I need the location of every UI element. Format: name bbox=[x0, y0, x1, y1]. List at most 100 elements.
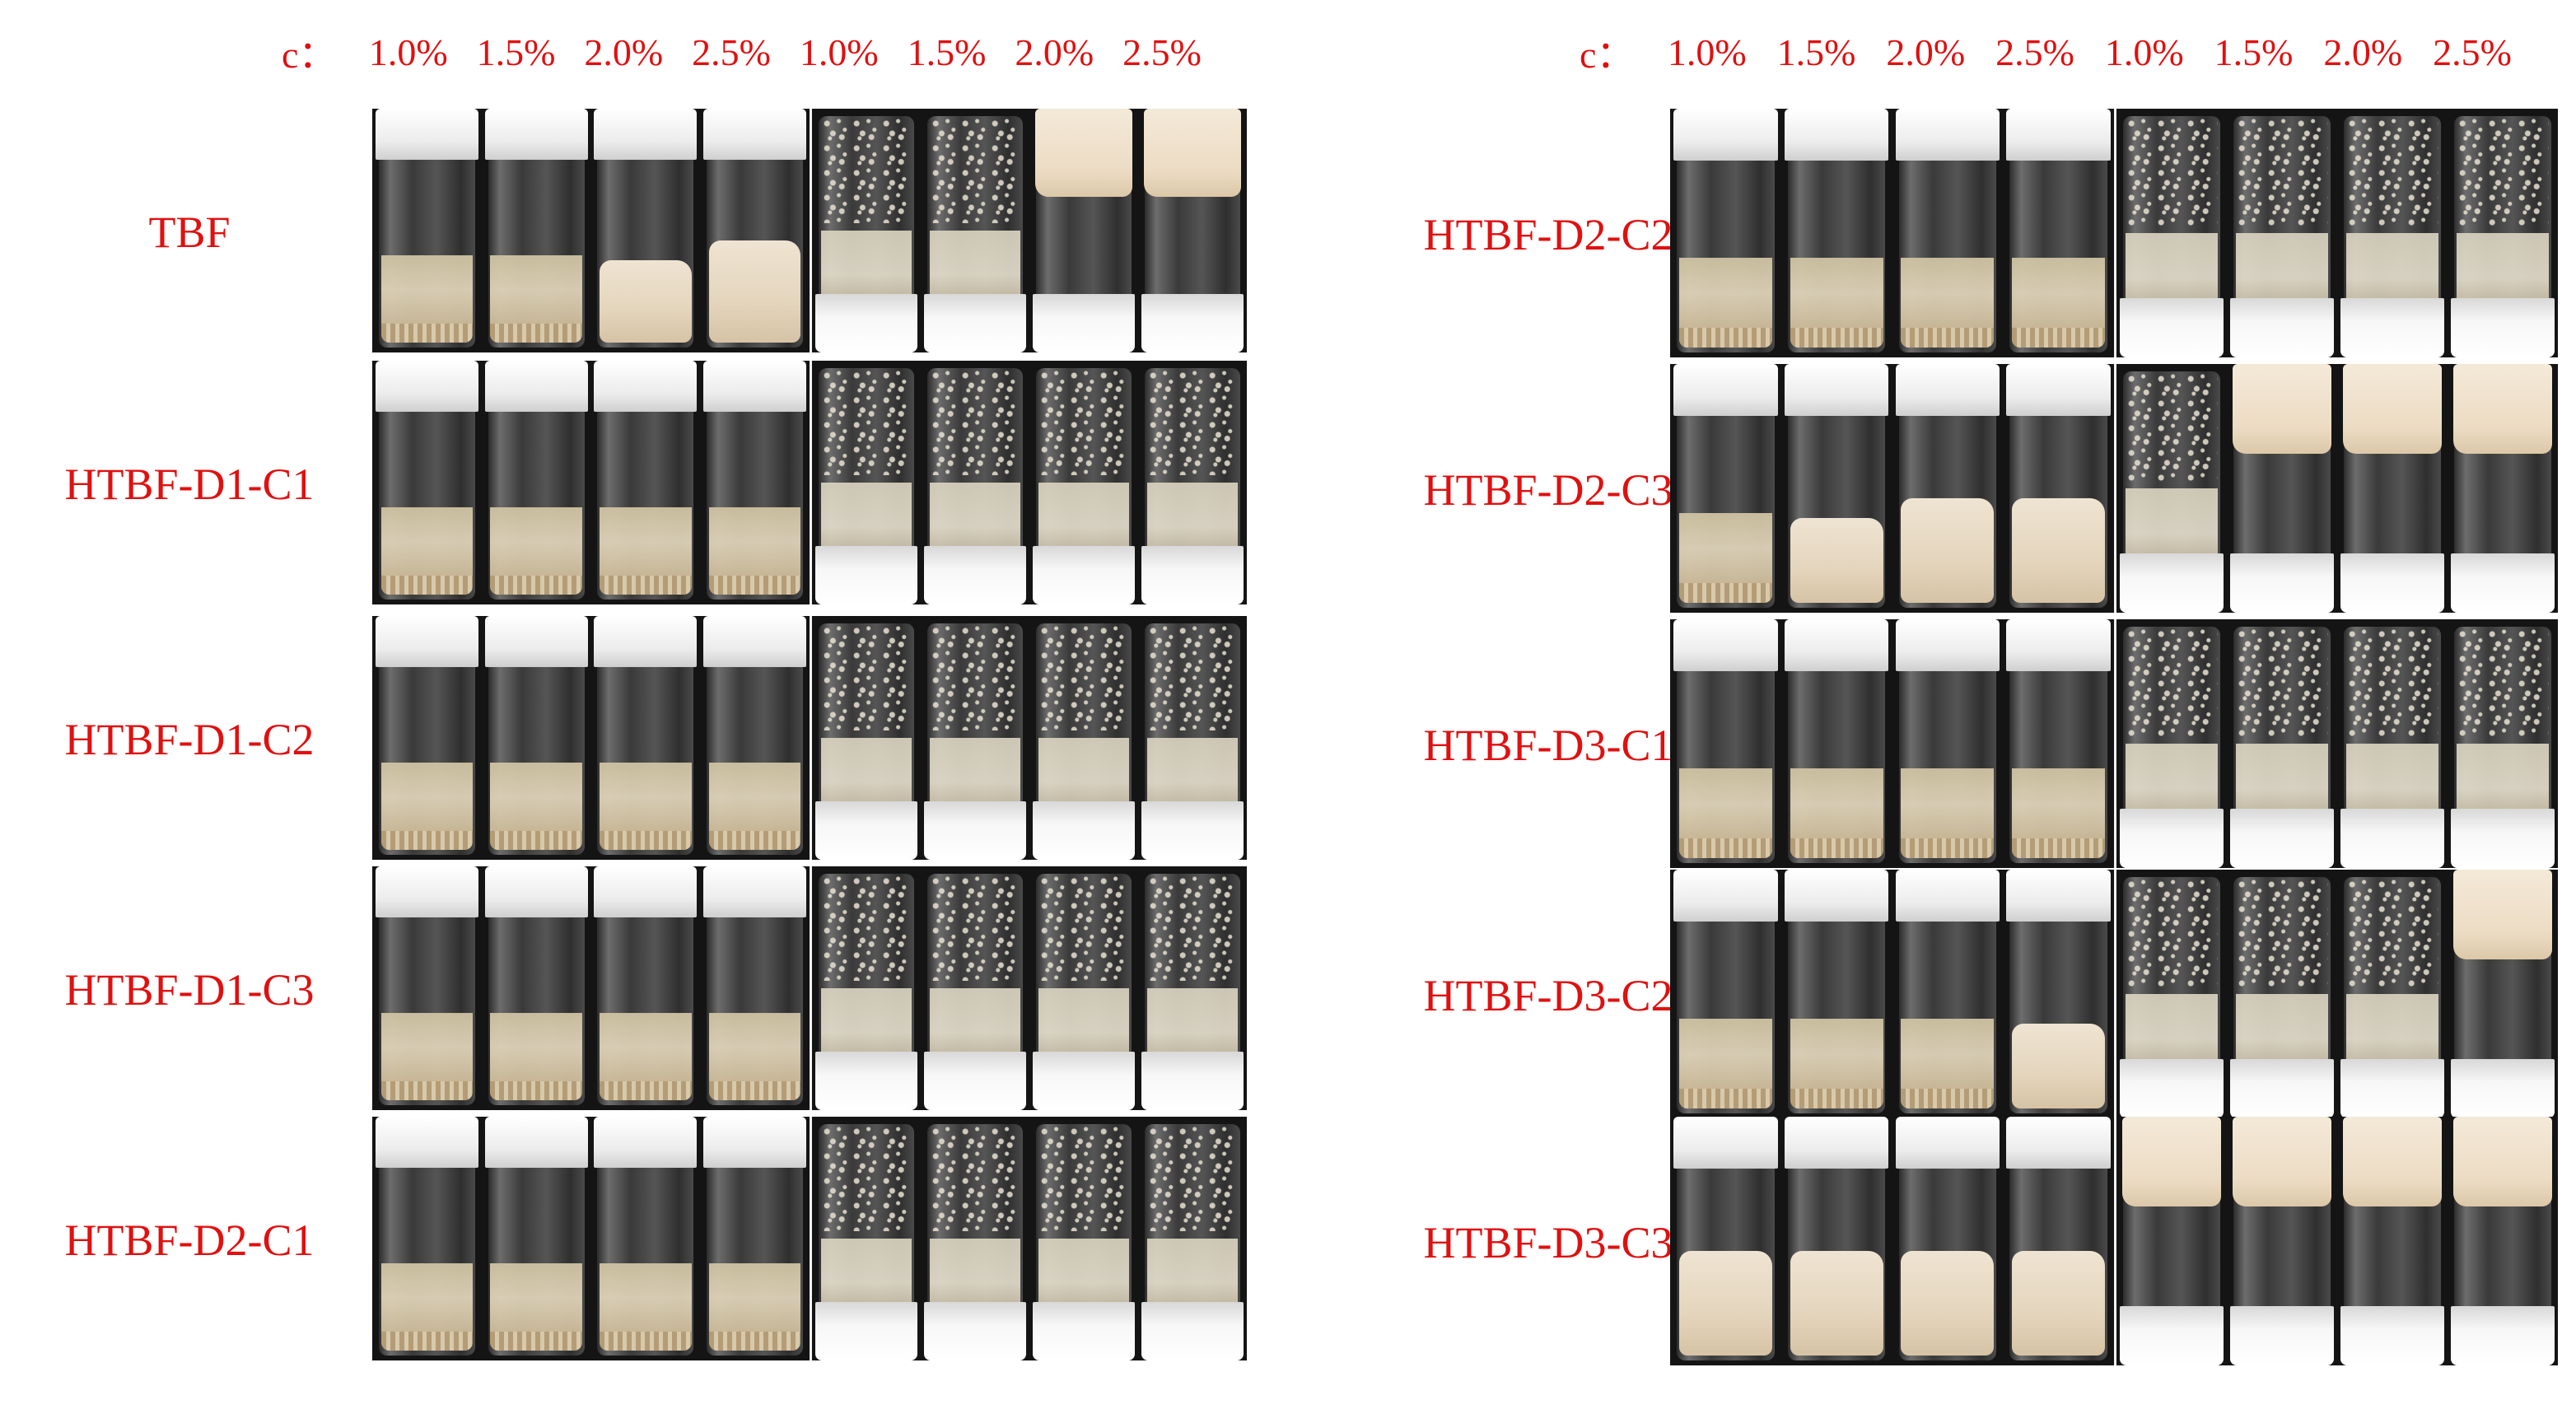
vial-inverted bbox=[2337, 619, 2448, 868]
vial-upright bbox=[372, 361, 482, 604]
concentration-label: 1.0% bbox=[799, 30, 879, 73]
sediment bbox=[490, 830, 582, 851]
vial-upright bbox=[1892, 870, 2004, 1118]
vial-upright bbox=[1892, 1117, 2004, 1365]
residue bbox=[820, 873, 912, 982]
vial-upright bbox=[482, 616, 591, 860]
vial-upright bbox=[1781, 364, 1892, 613]
liquid bbox=[1146, 1239, 1239, 1302]
vial-inverted bbox=[2448, 364, 2558, 613]
residue bbox=[1146, 623, 1239, 731]
vial-cap bbox=[484, 109, 588, 161]
residue bbox=[929, 115, 1021, 224]
vial-upright bbox=[700, 866, 810, 1110]
vial-cap bbox=[703, 616, 807, 668]
residue bbox=[2345, 877, 2439, 987]
vial-cap bbox=[484, 866, 588, 918]
residue bbox=[1038, 1123, 1130, 1232]
right-panel: c： 1.0% 1.5% 2.0% 2.5% 1.0% 1.5% 2.0% 2.5% HTBF-D… bbox=[1285, 0, 2576, 1414]
vial-upright bbox=[2003, 109, 2114, 357]
upright-vials bbox=[1670, 1117, 2114, 1365]
residue bbox=[929, 873, 1021, 982]
liquid bbox=[1038, 1239, 1130, 1302]
inverted-vials bbox=[2114, 364, 2558, 613]
residue bbox=[820, 1123, 912, 1232]
vial-photo bbox=[1670, 870, 2558, 1118]
residue bbox=[2345, 116, 2439, 226]
sediment bbox=[708, 830, 801, 851]
vial-inverted bbox=[2227, 364, 2337, 613]
vial-upright bbox=[700, 361, 810, 604]
sediment bbox=[1678, 327, 1772, 348]
vial-inverted bbox=[812, 866, 921, 1110]
sample-label: HTBF-D1-C2 bbox=[64, 715, 315, 764]
sediment bbox=[380, 1331, 474, 1351]
residue bbox=[820, 623, 912, 731]
vial-cap bbox=[2340, 297, 2444, 357]
gel bbox=[1901, 1251, 1995, 1356]
sediment bbox=[1901, 327, 1995, 348]
sample-label: HTBF-D2-C1 bbox=[64, 1216, 315, 1265]
vial-cap bbox=[1141, 1301, 1244, 1360]
sediment bbox=[380, 323, 474, 343]
gel bbox=[2121, 1117, 2222, 1206]
vial-inverted bbox=[2227, 109, 2337, 357]
vial-upright bbox=[372, 109, 482, 352]
concentration-label: 1.5% bbox=[907, 30, 987, 73]
vial-upright bbox=[1670, 364, 1781, 613]
vial-cap bbox=[703, 361, 807, 413]
vial-upright bbox=[591, 616, 701, 860]
vial-inverted bbox=[2337, 870, 2448, 1118]
liquid bbox=[1038, 988, 1130, 1052]
vial-cap bbox=[2451, 297, 2555, 357]
residue bbox=[820, 115, 912, 224]
concentration-label: 2.5% bbox=[2433, 30, 2512, 73]
vial-inverted bbox=[2116, 1117, 2227, 1365]
vial-cap bbox=[484, 616, 588, 668]
vial-upright bbox=[1781, 1117, 1892, 1365]
concentration-label: 1.0% bbox=[368, 30, 448, 73]
vial-cap bbox=[1784, 870, 1889, 922]
inverted-vials bbox=[2114, 109, 2558, 357]
liquid bbox=[2456, 744, 2550, 809]
vial-inverted bbox=[2448, 870, 2558, 1118]
residue bbox=[929, 1123, 1021, 1232]
vial-inverted bbox=[2116, 870, 2227, 1118]
inverted-vials bbox=[810, 866, 1247, 1110]
concentration-label: 2.0% bbox=[1886, 30, 1966, 73]
liquid bbox=[1146, 738, 1239, 801]
vial-cap bbox=[814, 545, 918, 604]
vial-photo bbox=[1670, 619, 2558, 868]
vial-inverted bbox=[812, 361, 921, 604]
vial-cap bbox=[1784, 619, 1889, 672]
vial-cap bbox=[375, 1117, 478, 1169]
vial-photo bbox=[372, 866, 1247, 1110]
concentration-label: 1.5% bbox=[1776, 30, 1856, 73]
gel bbox=[2012, 1024, 2106, 1108]
vial-cap bbox=[375, 866, 478, 918]
vial-inverted bbox=[1138, 361, 1247, 604]
sediment bbox=[708, 1331, 801, 1351]
upright-vials bbox=[372, 109, 810, 352]
sample-label: TBF bbox=[148, 208, 231, 257]
vial-upright bbox=[482, 361, 591, 604]
inverted-vials bbox=[810, 616, 1247, 860]
concentration-label: 1.0% bbox=[2104, 30, 2184, 73]
vial-upright bbox=[1892, 109, 2004, 357]
vial-inverted bbox=[2227, 619, 2337, 868]
liquid bbox=[929, 483, 1021, 546]
sediment bbox=[600, 830, 692, 851]
liquid bbox=[2235, 233, 2329, 298]
vial-inverted bbox=[1029, 616, 1138, 860]
sediment bbox=[708, 575, 801, 595]
vial-photo bbox=[372, 616, 1247, 860]
vial-inverted bbox=[1029, 1117, 1138, 1360]
vial-inverted bbox=[2116, 364, 2227, 613]
vial-cap bbox=[2120, 553, 2224, 613]
sample-label: HTBF-D3-C2 bbox=[1423, 971, 1673, 1020]
sample-label: HTBF-D3-C3 bbox=[1423, 1218, 1673, 1267]
vial-inverted bbox=[2448, 619, 2558, 868]
vial-cap bbox=[814, 293, 918, 352]
vial-cap bbox=[594, 109, 698, 161]
vial-cap bbox=[1895, 619, 2000, 672]
